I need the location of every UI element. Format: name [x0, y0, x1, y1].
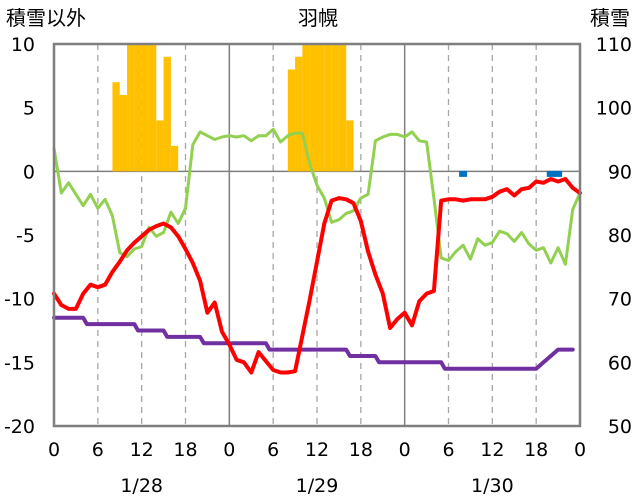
- left-tick-label: 10: [11, 34, 35, 56]
- x-tick-label: 0: [48, 439, 60, 461]
- left-tick-label: 5: [23, 98, 35, 120]
- x-tick-label: 18: [173, 439, 197, 461]
- precip-bar: [346, 120, 354, 172]
- precip-bar: [163, 56, 171, 172]
- left-axis-ticks: 10 5 0 -5 -10 -15 -20: [4, 34, 35, 438]
- x-axis-ticks: 0 6 12 18 0 6 12 18 0 6 12 18 0: [48, 439, 586, 461]
- right-tick-label: 100: [596, 98, 632, 120]
- left-tick-label: 0: [23, 161, 35, 183]
- left-tick-label: -5: [16, 225, 35, 247]
- precip-bar: [331, 44, 339, 172]
- precip-bar: [295, 56, 303, 172]
- left-tick-label: -10: [4, 289, 35, 311]
- date-labels: 1/28 1/29 1/30: [120, 475, 513, 497]
- snow-depth-mark: [546, 170, 555, 177]
- right-tick-label: 70: [608, 289, 632, 311]
- precip-bars: [112, 44, 354, 172]
- x-tick-label: 18: [524, 439, 548, 461]
- right-tick-label: 80: [608, 225, 632, 247]
- x-tick-label: 6: [267, 439, 279, 461]
- precip-bar: [338, 44, 347, 172]
- humidity-line-series: [52, 127, 582, 266]
- chart-title: 羽幌: [298, 6, 338, 30]
- left-tick-label: -20: [4, 416, 35, 438]
- temperature-series: [52, 177, 582, 375]
- right-tick-label: 110: [596, 34, 632, 56]
- precip-bar: [127, 44, 135, 172]
- x-tick-label: 0: [574, 439, 586, 461]
- left-axis-label: 積雪以外: [6, 6, 86, 30]
- right-tick-label: 60: [608, 352, 632, 374]
- date-label: 1/29: [296, 475, 339, 497]
- right-tick-label: 50: [608, 416, 632, 438]
- x-tick-label: 0: [223, 439, 235, 461]
- x-tick-label: 12: [305, 439, 329, 461]
- precip-bar: [148, 44, 157, 172]
- right-tick-label: 90: [608, 161, 632, 183]
- x-tick-label: 0: [399, 439, 411, 461]
- precip-bar: [324, 44, 332, 172]
- precip-bar: [170, 145, 179, 172]
- date-label: 1/30: [471, 475, 514, 497]
- right-axis-label: 積雪: [590, 6, 630, 30]
- x-tick-label: 6: [92, 439, 104, 461]
- precip-bar: [317, 44, 325, 172]
- x-tick-label: 12: [480, 439, 504, 461]
- plot-border: [52, 42, 582, 428]
- precip-bar: [287, 69, 296, 172]
- precip-bar: [302, 44, 310, 172]
- precip-bar: [156, 120, 164, 172]
- precip-bar: [134, 44, 142, 172]
- precip-bar: [141, 44, 149, 172]
- series-lines: [52, 127, 582, 375]
- snow-depth-mark: [554, 170, 563, 177]
- precip-bar: [112, 82, 120, 172]
- x-tick-label: 18: [349, 439, 373, 461]
- x-tick-label: 12: [130, 439, 154, 461]
- precip-bar: [119, 94, 128, 172]
- left-tick-label: -15: [4, 352, 35, 374]
- date-label: 1/28: [120, 475, 163, 497]
- dew-line-series: [52, 315, 575, 371]
- plot-frame: [52, 42, 582, 428]
- right-axis-ticks: 110 100 90 80 70 60 50: [596, 34, 632, 438]
- snow-depth-mark: [459, 170, 468, 177]
- x-tick-label: 6: [442, 439, 454, 461]
- precip-bar: [309, 44, 317, 172]
